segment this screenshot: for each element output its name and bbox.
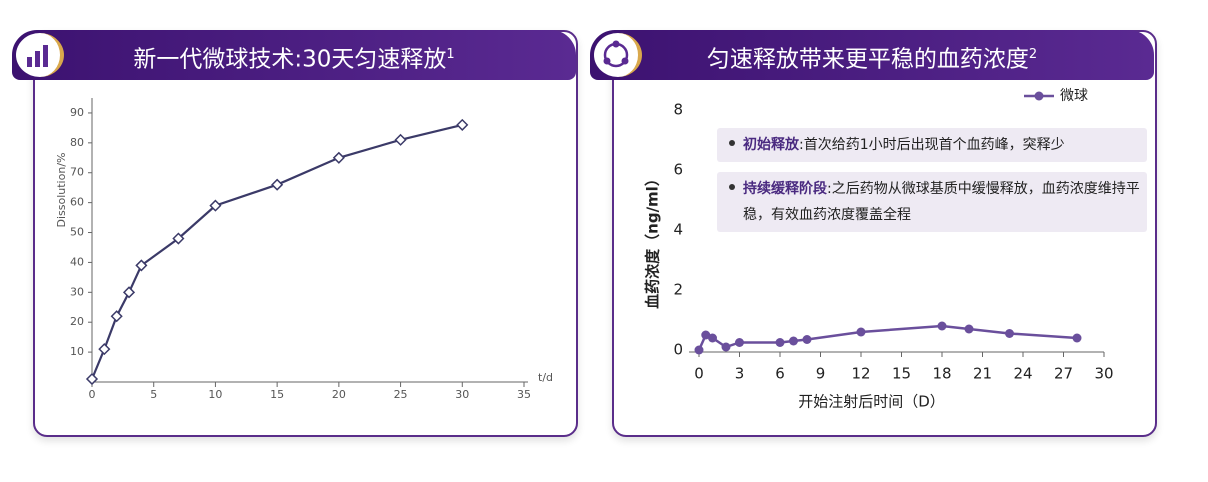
point — [1072, 333, 1082, 343]
x-tick-label: 0 — [694, 365, 704, 383]
point — [98, 343, 111, 356]
x-axis-label: 开始注射后时间（D） — [798, 393, 945, 411]
y-tick-label: 50 — [70, 226, 84, 239]
panel — [612, 30, 1157, 437]
y-tick-label: 8 — [673, 101, 683, 119]
point — [122, 286, 136, 299]
point — [937, 321, 947, 331]
point — [789, 336, 798, 346]
y-tick-label: 30 — [70, 285, 84, 298]
x-tick-label: 27 — [1054, 365, 1073, 383]
series-line — [697, 324, 1078, 351]
point — [1005, 329, 1014, 338]
point — [964, 324, 974, 334]
point — [394, 133, 407, 146]
point — [708, 333, 717, 343]
x-tick-label: 35 — [517, 388, 531, 401]
x-tick-label: 5 — [150, 388, 157, 401]
y-tick-label: 70 — [70, 166, 84, 179]
y-tick-label: 2 — [673, 281, 683, 299]
x-tick-label: 30 — [455, 388, 469, 401]
x-tick-label: 15 — [270, 388, 284, 401]
annotation-text: :之后药物从微球基质中缓慢释放，血药浓度维持平稳，有效血药浓度覆盖全程 — [743, 181, 1140, 223]
x-tick-label: 3 — [735, 365, 745, 383]
annotation: 持续缓释阶段:之后药物从微球基质中缓慢释放，血药浓度维持平稳，有效血药浓度覆盖全… — [717, 172, 1147, 232]
x-axis-label: t/d — [538, 371, 553, 384]
annotation-text: :首次给药1小时后出现首个血药峰，突释少 — [799, 137, 1065, 153]
y-tick-label: 6 — [673, 161, 683, 179]
cycle-icon — [603, 40, 629, 68]
x-tick-label: 30 — [1094, 365, 1113, 383]
y-axis-label: 血药浓度（ng/ml） — [644, 171, 662, 309]
point — [332, 151, 345, 164]
footnote: 1 — [446, 47, 455, 62]
y-tick-label: 20 — [70, 315, 84, 328]
x-tick-label: 20 — [332, 388, 346, 401]
panel-title: 匀速释放带来更平稳的血药浓度 — [706, 46, 1029, 73]
legend-marker — [1034, 91, 1044, 101]
annotation: 初始释放:首次给药1小时后出现首个血药峰，突释少 — [717, 128, 1147, 162]
legend-label: 微球 — [1060, 88, 1088, 104]
point — [701, 330, 711, 340]
icon — [594, 33, 642, 77]
x-tick-label: 18 — [932, 365, 951, 383]
point — [775, 338, 785, 347]
footnote: 2 — [1028, 47, 1038, 62]
x-tick-label: 9 — [816, 365, 826, 383]
panel-header: 匀速释放带来更平稳的血药浓度2 — [590, 30, 1154, 80]
x-tick-label: 25 — [394, 388, 408, 401]
y-tick-label: 80 — [70, 136, 84, 149]
y-tick-label: 4 — [673, 221, 683, 239]
point — [85, 372, 99, 386]
annotation-heading: 持续缓释阶段 — [743, 181, 827, 197]
bar-icon — [27, 45, 48, 67]
icon — [16, 33, 64, 77]
x-tick-label: 21 — [973, 365, 992, 383]
y-tick-label: 90 — [70, 106, 84, 119]
point — [856, 327, 866, 337]
y-tick-label: 0 — [673, 341, 683, 359]
point — [110, 310, 123, 323]
point — [694, 345, 704, 355]
point — [135, 259, 148, 272]
panel-header: 新一代微球技术:30天匀速释放1 — [12, 30, 576, 80]
point — [209, 199, 222, 212]
y-tick-label: 60 — [70, 196, 84, 209]
x-tick-label: 6 — [775, 365, 785, 383]
y-tick-label: 40 — [70, 255, 84, 268]
panel — [33, 30, 578, 437]
x-tick-label: 12 — [851, 365, 870, 383]
x-tick-label: 0 — [89, 388, 96, 401]
x-tick-label: 24 — [1013, 365, 1032, 383]
series-line — [90, 123, 463, 380]
point — [271, 178, 284, 191]
y-axis-label: Dissolution/% — [55, 153, 68, 228]
point — [172, 232, 185, 245]
panel-title: 新一代微球技术:30天匀速释放 — [133, 46, 447, 73]
annotation-heading: 初始释放 — [743, 137, 799, 153]
y-tick-label: 10 — [70, 345, 84, 358]
point — [456, 118, 469, 131]
point — [721, 342, 731, 352]
x-tick-label: 10 — [208, 388, 222, 401]
point — [735, 338, 744, 347]
x-tick-label: 15 — [892, 365, 911, 383]
point — [802, 335, 812, 344]
